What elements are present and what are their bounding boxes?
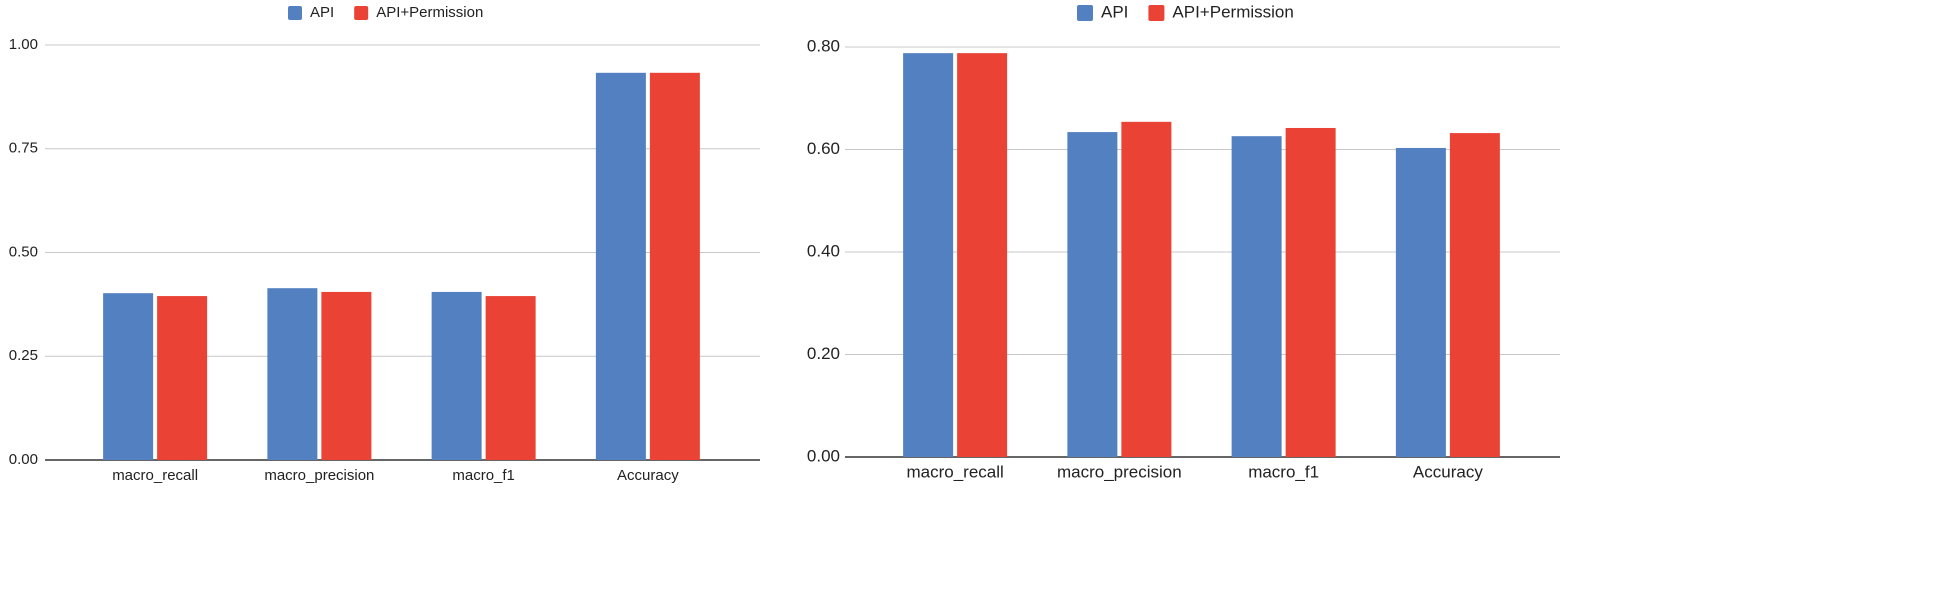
bar <box>1395 147 1446 457</box>
bar <box>267 288 318 460</box>
legend-label: API <box>1101 2 1128 21</box>
y-tick-label: 0.25 <box>9 347 38 364</box>
bar <box>1067 132 1118 457</box>
y-tick-label: 0.80 <box>807 36 840 55</box>
bar <box>321 291 372 460</box>
y-tick-label: 0.75 <box>9 140 38 157</box>
bar <box>903 53 954 458</box>
bar <box>1449 133 1500 457</box>
legend-swatch <box>354 6 369 20</box>
x-tick-label: macro_f1 <box>452 467 515 484</box>
y-tick-label: 0.50 <box>9 243 38 260</box>
legend-label: API <box>310 4 334 21</box>
bar <box>1231 136 1282 458</box>
chart: 0.00 0.25 0.50 0.75 1.00 macro_recall macro_pr… <box>9 4 760 484</box>
bar <box>649 72 700 461</box>
legend-swatch <box>1148 5 1165 21</box>
bar <box>957 53 1008 458</box>
legend-label: API+Permission <box>1172 2 1293 21</box>
x-tick-label: macro_precision <box>1057 462 1182 481</box>
x-tick-label: Accuracy <box>617 467 679 484</box>
y-tick-label: 0.00 <box>807 446 840 465</box>
y-tick-label: 0.60 <box>807 139 840 158</box>
y-tick-label: 0.40 <box>807 241 840 260</box>
x-tick-label: macro_precision <box>264 467 374 484</box>
bar <box>485 296 536 460</box>
x-tick-label: Accuracy <box>1413 462 1483 481</box>
y-tick-label: 1.00 <box>9 36 38 53</box>
x-tick-label: macro_recall <box>112 467 198 484</box>
bar <box>1121 121 1172 457</box>
bar <box>431 291 482 460</box>
legend-label: API+Permission <box>376 4 483 21</box>
chart: 0.00 0.20 0.40 0.60 0.80 macro_recall macro_pr… <box>807 2 1560 481</box>
bar <box>157 296 208 460</box>
legend-swatch <box>288 6 302 20</box>
bar <box>595 72 646 461</box>
y-tick-label: 0.00 <box>9 451 38 468</box>
bar <box>1285 127 1336 457</box>
x-tick-label: macro_recall <box>906 462 1003 481</box>
y-tick-label: 0.20 <box>807 344 840 363</box>
bar <box>103 293 154 460</box>
x-tick-label: macro_f1 <box>1248 462 1319 481</box>
legend-swatch <box>1077 5 1093 21</box>
